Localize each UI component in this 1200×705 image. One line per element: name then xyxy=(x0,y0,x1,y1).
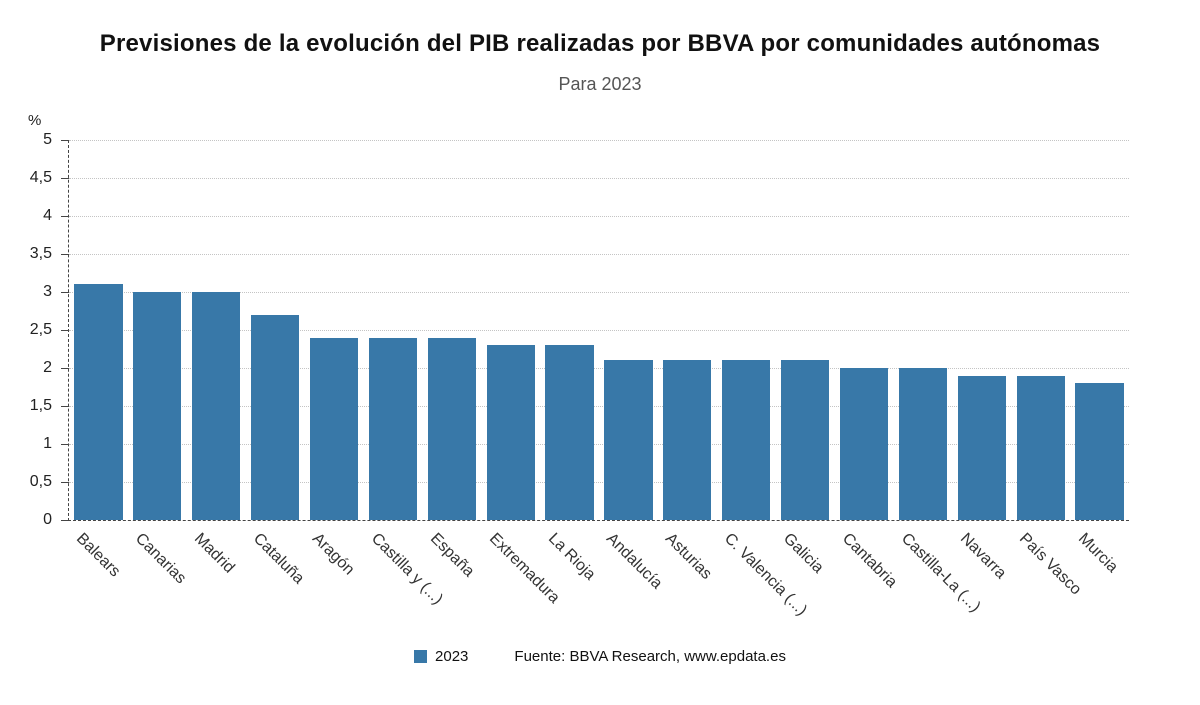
y-axis-labels: 0 0,5 1 1,5 2 2,5 3 3,5 4 4,5 5 xyxy=(0,131,60,528)
x-axis-tick-label: Castilla y (...) xyxy=(367,530,446,609)
bar-slot xyxy=(1011,140,1070,520)
bar-slot xyxy=(540,140,599,520)
bar-Balears xyxy=(74,284,123,520)
bar-Asturias xyxy=(663,360,712,520)
x-axis-tick-label: Balears xyxy=(73,530,124,581)
y-axis-tick-label: 0,5 xyxy=(29,473,52,490)
x-axis-tick-label: Aragón xyxy=(308,530,358,579)
legend-item-2023[interactable]: 2023 xyxy=(414,648,468,665)
bar-slot xyxy=(363,140,422,520)
y-axis-tick xyxy=(61,406,69,407)
bar-Aragón xyxy=(309,337,359,520)
y-axis-tick xyxy=(61,482,69,483)
bar-Extremadura xyxy=(486,345,535,520)
x-axis-tick-label: España xyxy=(426,530,478,581)
gridline xyxy=(69,406,1129,407)
bar-Navarra xyxy=(957,375,1006,520)
bar-C. Valencia (...) xyxy=(722,360,771,520)
bar-Andalucía xyxy=(604,360,653,520)
bar-Madrid xyxy=(192,292,241,520)
bar-Castilla-La (...) xyxy=(898,368,948,520)
bar-slot xyxy=(305,140,364,520)
y-axis-tick xyxy=(61,444,69,445)
bar-slot xyxy=(187,140,246,520)
bar-Canarias xyxy=(133,292,182,520)
x-axis-tick-label: País Vasco xyxy=(1015,530,1085,599)
bar-slot xyxy=(835,140,894,520)
bar-Castilla y (...) xyxy=(368,337,418,520)
bar-slot xyxy=(776,140,835,520)
y-axis-tick-label: 3 xyxy=(43,283,52,300)
bar-slot xyxy=(599,140,658,520)
y-axis-tick-label: 2 xyxy=(43,359,52,376)
chart-subtitle: Para 2023 xyxy=(558,74,642,94)
gridline xyxy=(69,368,1129,369)
y-axis-tick xyxy=(61,292,69,293)
bar-slot xyxy=(952,140,1011,520)
bar-slot xyxy=(893,140,952,520)
y-axis-tick xyxy=(61,140,69,141)
x-axis-tick-label: Madrid xyxy=(191,530,238,577)
y-axis-tick xyxy=(61,254,69,255)
x-axis-tick-label: Canarias xyxy=(132,530,190,588)
bar-slot xyxy=(658,140,717,520)
gridline xyxy=(69,178,1129,179)
bar-País Vasco xyxy=(1016,375,1065,520)
y-axis-tick xyxy=(61,178,69,179)
bar-La Rioja xyxy=(545,345,594,520)
x-axis-tick-label: Castilla-La (...) xyxy=(897,530,984,616)
gridline xyxy=(69,482,1129,483)
x-axis-tick-label: Asturias xyxy=(662,530,716,583)
bar-Cataluña xyxy=(250,314,300,520)
chart-footer: 2023 Fuente: BBVA Research, www.epdata.e… xyxy=(0,648,1200,665)
y-axis-tick-label: 2,5 xyxy=(29,321,52,338)
x-axis-tick-label: Galicia xyxy=(780,530,827,577)
gridline xyxy=(69,254,1129,255)
y-axis-tick-label: 0 xyxy=(43,511,52,528)
x-axis-tick-label: Andalucía xyxy=(603,530,666,593)
x-axis-tick-label: Extremadura xyxy=(485,530,563,607)
bar-slot xyxy=(422,140,481,520)
legend-label: 2023 xyxy=(435,648,469,665)
bar-slot xyxy=(128,140,187,520)
y-axis-tick-label: 4 xyxy=(43,207,52,224)
x-axis-tick-label: Cataluña xyxy=(250,530,308,588)
gridline xyxy=(69,140,1129,141)
gridline xyxy=(69,444,1129,445)
x-axis-tick-label: Murcia xyxy=(1074,530,1121,576)
plot-area xyxy=(61,140,1129,521)
chart-title: Previsiones de la evolución del PIB real… xyxy=(99,30,1101,57)
x-axis-labels: Balears Canarias Madrid Cataluña Aragón Casti… xyxy=(68,522,1128,637)
bar-slot xyxy=(69,140,128,520)
gridline xyxy=(69,292,1129,293)
x-axis-tick-label: Navarra xyxy=(956,530,1010,583)
bar-slot xyxy=(1070,140,1129,520)
bar-Murcia xyxy=(1075,383,1124,520)
x-axis-tick-label: Cantabria xyxy=(838,530,901,592)
y-axis-tick-label: 3,5 xyxy=(29,245,52,262)
bar-slot xyxy=(246,140,305,520)
y-axis-tick xyxy=(61,216,69,217)
legend-swatch-icon xyxy=(414,650,428,663)
bar-Galicia xyxy=(780,360,830,520)
y-axis-tick xyxy=(61,330,69,331)
x-axis-tick-label: La Rioja xyxy=(544,530,599,584)
y-axis-tick-label: 4,5 xyxy=(29,169,52,186)
bar-slot xyxy=(717,140,776,520)
bar-Cantabria xyxy=(839,368,889,520)
bar-slot xyxy=(481,140,540,520)
y-axis-tick-label: 5 xyxy=(43,131,52,148)
y-axis-tick-label: 1,5 xyxy=(29,397,52,414)
y-axis-tick xyxy=(61,368,69,369)
y-axis-unit-label: % xyxy=(28,112,42,129)
x-axis-tick-label: C. Valencia (...) xyxy=(721,530,811,620)
gridline xyxy=(69,216,1129,217)
y-axis-tick xyxy=(61,520,69,521)
gridline xyxy=(69,330,1129,331)
bar-España xyxy=(427,337,476,520)
y-axis-tick-label: 1 xyxy=(43,435,52,452)
source-attribution: Fuente: BBVA Research, www.epdata.es xyxy=(514,648,786,665)
bars-layer xyxy=(69,140,1129,520)
